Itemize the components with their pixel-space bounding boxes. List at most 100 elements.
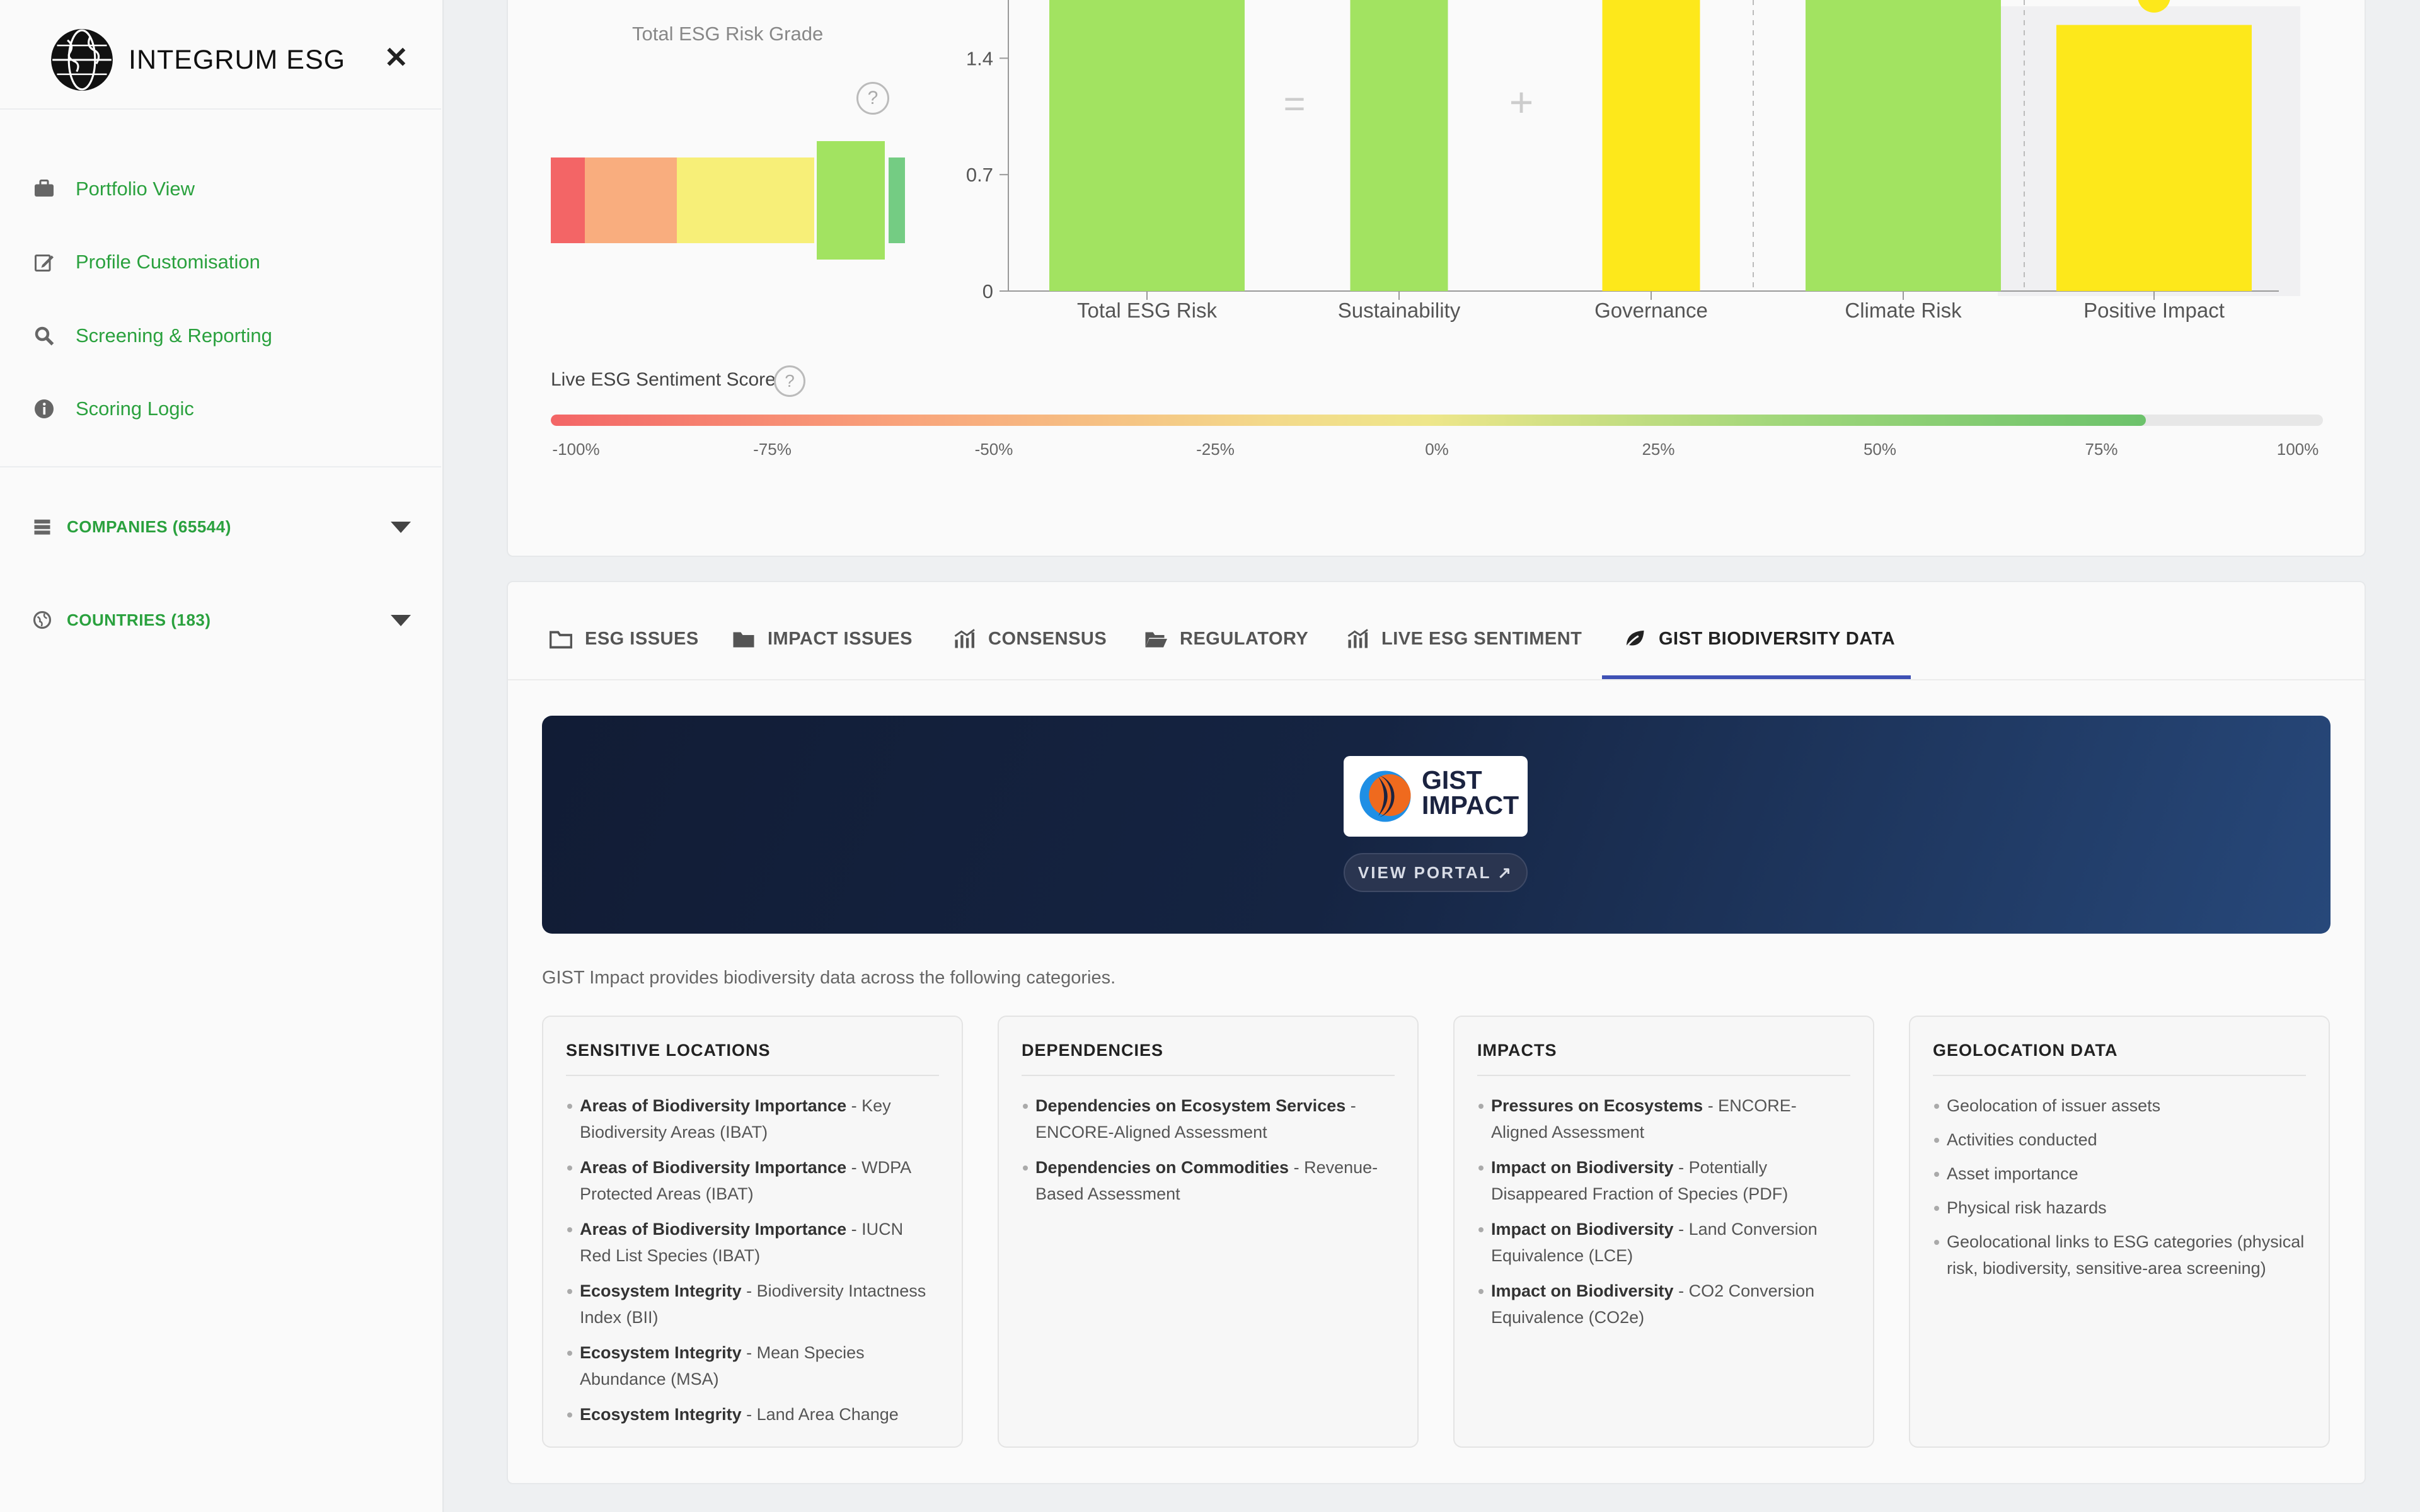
group-label: COUNTRIES (183) <box>67 610 211 629</box>
category-item-text: - ENCORE-Aligned Assessment <box>1491 1096 1797 1142</box>
bar[interactable] <box>1602 0 1700 291</box>
grade-band-b <box>585 158 677 243</box>
category-item: Areas of Biodiversity Importance - IUCN … <box>566 1216 939 1269</box>
category-item-bold: Areas of Biodiversity Importance <box>580 1158 847 1177</box>
category-list: Dependencies on Ecosystem Services - ENC… <box>1022 1092 1395 1216</box>
category-item: Dependencies on Ecosystem Services - ENC… <box>1022 1092 1395 1145</box>
category-item-bold: Impact on Biodiversity <box>1491 1158 1674 1177</box>
category-item-text: - Revenue-Based Assessment <box>1035 1158 1378 1203</box>
briefcase-icon <box>35 180 54 197</box>
folder-icon <box>550 631 572 649</box>
category-item: Impact on Biodiversity - Land Conversion… <box>1477 1216 1850 1269</box>
category-card-sensitive-locations: SENSITIVE LOCATIONS Areas of Biodiversit… <box>542 1016 963 1448</box>
category-title: SENSITIVE LOCATIONS <box>566 1041 771 1060</box>
group-label: COMPANIES (65544) <box>67 517 231 536</box>
category-item: Ecosystem Integrity - Land Area Change <box>566 1401 939 1428</box>
tab-impact-issues[interactable]: IMPACT ISSUES <box>732 598 913 679</box>
category-divider <box>566 1075 939 1076</box>
category-divider <box>1477 1075 1850 1076</box>
gist-logo <box>1344 756 1528 837</box>
tab-label: GIST BIODIVERSITY DATA <box>1659 628 1896 649</box>
category-item-bold: Ecosystem Integrity <box>580 1281 742 1300</box>
category-list: Areas of Biodiversity Importance - Key B… <box>566 1092 939 1436</box>
tab-label: CONSENSUS <box>988 628 1107 649</box>
tab-gist-biodiversity-data[interactable]: GIST BIODIVERSITY DATA <box>1623 598 1895 679</box>
category-item-text: - WDPA Protected Areas (IBAT) <box>580 1158 911 1203</box>
category-item: Geolocational links to ESG categories (p… <box>1933 1228 2306 1281</box>
bar[interactable] <box>1806 0 2001 291</box>
category-divider <box>1022 1075 1395 1076</box>
category-item-text: - Key Biodiversity Areas (IBAT) <box>580 1096 891 1142</box>
tab-label: IMPACT ISSUES <box>768 628 913 649</box>
category-item: Activities conducted <box>1933 1126 2306 1153</box>
category-item: Ecosystem Integrity - Mean Species Abund… <box>566 1339 939 1392</box>
tab-esg-issues[interactable]: ESG ISSUES <box>550 598 699 679</box>
tab-regulatory[interactable]: REGULATORY <box>1144 598 1308 679</box>
category-item-text: Physical risk hazards <box>1947 1198 2107 1217</box>
category-title: DEPENDENCIES <box>1022 1041 1164 1060</box>
sentiment-help-icon[interactable]: ? <box>774 365 805 397</box>
category-item-bold: Ecosystem Integrity <box>580 1343 742 1362</box>
category-item-text: Asset importance <box>1947 1164 2078 1183</box>
chevron-down-icon <box>391 615 411 626</box>
grade-band-e <box>889 158 905 243</box>
edit-icon <box>35 255 54 272</box>
sidebar-divider <box>0 108 441 110</box>
nav-screening-reporting[interactable]: Screening & Reporting <box>33 317 272 355</box>
sentiment-tick-label: 25% <box>1642 440 1675 459</box>
grade-title: Total ESG Risk Grade <box>632 23 824 45</box>
close-sidebar-button[interactable]: ✕ <box>384 41 408 74</box>
equals-operator: = <box>1283 83 1305 125</box>
gist-logo-line-1: GIST <box>1422 765 1482 794</box>
category-item-text: - Potentially Disappeared Fraction of Sp… <box>1491 1158 1789 1203</box>
category-item-text: - ENCORE-Aligned Assessment <box>1035 1096 1356 1142</box>
category-list: Pressures on Ecosystems - ENCORE-Aligned… <box>1477 1092 1850 1339</box>
bar[interactable] <box>1350 0 1448 291</box>
esg-score-chart: 0 0.7 1.4 Total ESG Risk Sustainability Gove… <box>966 0 2300 322</box>
grade-band-a <box>551 158 585 243</box>
tab-live-esg-sentiment[interactable]: LIVE ESG SENTIMENT <box>1346 598 1582 679</box>
chart-icon <box>954 629 975 648</box>
globe-icon <box>33 610 52 629</box>
y-tick-label: 1.4 <box>966 47 993 69</box>
view-portal-button[interactable]: VIEW PORTAL ↗ <box>1344 853 1528 892</box>
category-item-text: - Mean Species Abundance (MSA) <box>580 1343 865 1389</box>
chart-icon <box>1347 629 1368 648</box>
sentiment-tick-label: -50% <box>974 440 1013 459</box>
sentiment-label: Live ESG Sentiment Score <box>551 369 776 390</box>
category-item: Ecosystem Integrity - Biodiversity Intac… <box>566 1278 939 1331</box>
companies-group[interactable]: COMPANIES (65544) <box>33 508 411 546</box>
category-item-bold: Dependencies on Ecosystem Services <box>1035 1096 1346 1115</box>
tab-consensus[interactable]: CONSENSUS <box>953 598 1107 679</box>
bar[interactable] <box>2056 25 2252 291</box>
category-item-bold: Impact on Biodiversity <box>1491 1281 1674 1300</box>
category-item: Areas of Biodiversity Importance - WDPA … <box>566 1154 939 1207</box>
category-item: Areas of Biodiversity Importance - Key B… <box>566 1092 939 1145</box>
category-title: GEOLOCATION DATA <box>1933 1041 2118 1060</box>
category-divider <box>1933 1075 2306 1076</box>
x-tick-label: Total ESG Risk <box>1077 299 1217 322</box>
tab-label: ESG ISSUES <box>585 628 699 649</box>
nav-portfolio-view[interactable]: Portfolio View <box>33 170 195 208</box>
grade-help-icon[interactable]: ? <box>856 82 889 115</box>
nav-profile-customisation[interactable]: Profile Customisation <box>33 243 260 281</box>
category-item-text: - Land Area Change <box>741 1405 899 1424</box>
nav-scoring-logic[interactable]: Scoring Logic <box>33 390 194 428</box>
category-card-dependencies: DEPENDENCIES Dependencies on Ecosystem S… <box>998 1016 1419 1448</box>
info-icon <box>35 399 54 418</box>
plus-operator: + <box>1509 79 1534 125</box>
category-list: Geolocation of issuer assets Activities c… <box>1933 1092 2306 1289</box>
leaf-icon <box>1625 630 1644 649</box>
category-item: Geolocation of issuer assets <box>1933 1092 2306 1119</box>
help-mark: ? <box>867 88 879 108</box>
sentiment-bar <box>551 415 2323 426</box>
countries-group[interactable]: COUNTRIES (183) <box>33 601 411 639</box>
bar[interactable] <box>1049 0 1245 291</box>
category-item-text: Geolocation of issuer assets <box>1947 1096 2161 1115</box>
globe-logo-icon <box>51 29 113 91</box>
category-item-bold: Impact on Biodiversity <box>1491 1220 1674 1239</box>
tab-label: LIVE ESG SENTIMENT <box>1381 628 1582 649</box>
sidebar: INTEGRUM ESG ✕ Portfolio View Profile Cu… <box>0 0 444 1512</box>
sidebar-divider <box>0 466 441 467</box>
x-tick-label: Sustainability <box>1338 299 1461 322</box>
